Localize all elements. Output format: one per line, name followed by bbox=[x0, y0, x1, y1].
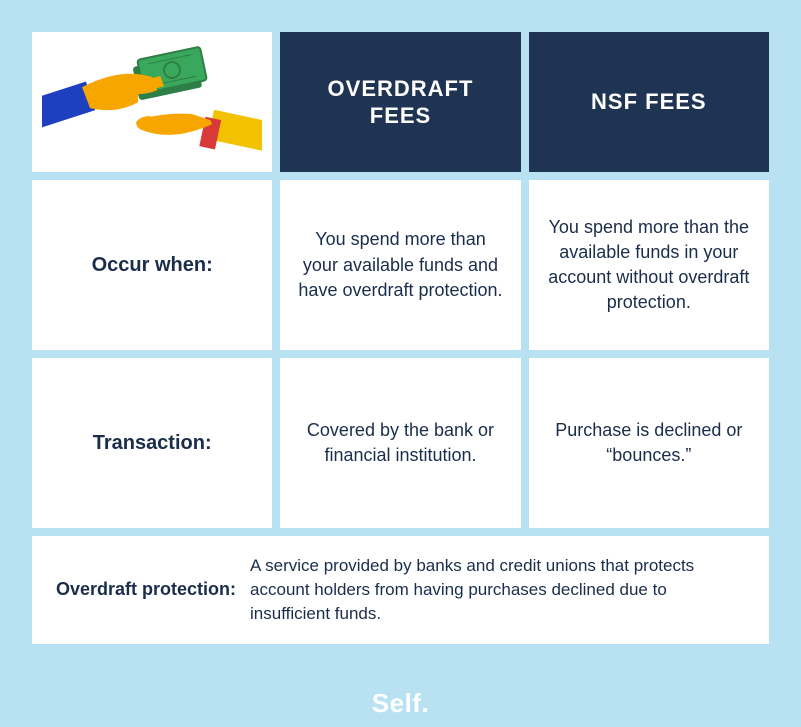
brand-text: Self. bbox=[372, 688, 429, 718]
cell-occur-nsf: You spend more than the available funds … bbox=[529, 180, 769, 350]
header-overdraft: OVERDRAFT FEES bbox=[280, 32, 520, 172]
illustration-cell bbox=[32, 32, 272, 172]
cell-text: You spend more than the available funds … bbox=[547, 215, 751, 316]
brand-logo: Self. bbox=[0, 688, 801, 719]
cell-occur-overdraft: You spend more than your available funds… bbox=[280, 180, 520, 350]
cell-text: Covered by the bank or financial institu… bbox=[298, 418, 502, 468]
row-label-text: Transaction: bbox=[93, 432, 212, 455]
header-nsf: NSF FEES bbox=[529, 32, 769, 172]
cell-transaction-nsf: Purchase is declined or “bounces.” bbox=[529, 358, 769, 528]
cell-text: You spend more than your available funds… bbox=[298, 227, 502, 303]
cell-text: Purchase is declined or “bounces.” bbox=[547, 418, 751, 468]
cell-transaction-overdraft: Covered by the bank or financial institu… bbox=[280, 358, 520, 528]
footer-text: A service provided by banks and credit u… bbox=[250, 554, 745, 625]
row-label-occur: Occur when: bbox=[32, 180, 272, 350]
footer-definition: Overdraft protection: A service provided… bbox=[32, 536, 769, 643]
footer-label: Overdraft protection: bbox=[56, 579, 236, 600]
header-overdraft-label: OVERDRAFT FEES bbox=[298, 75, 502, 130]
row-label-transaction: Transaction: bbox=[32, 358, 272, 528]
hands-cash-icon bbox=[42, 42, 262, 162]
row-label-text: Occur when: bbox=[92, 254, 213, 277]
comparison-table: OVERDRAFT FEES NSF FEES Occur when: You … bbox=[32, 32, 769, 528]
header-nsf-label: NSF FEES bbox=[591, 88, 707, 116]
